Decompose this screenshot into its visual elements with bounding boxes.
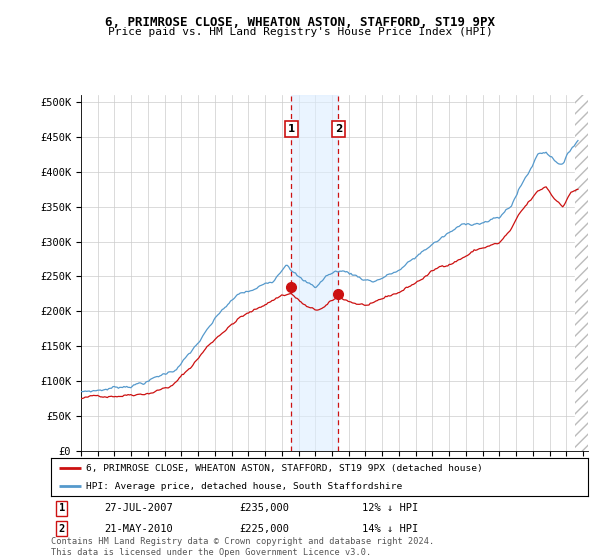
Bar bbox=[575, 95, 588, 451]
Text: 27-JUL-2007: 27-JUL-2007 bbox=[105, 503, 173, 514]
Text: 6, PRIMROSE CLOSE, WHEATON ASTON, STAFFORD, ST19 9PX (detached house): 6, PRIMROSE CLOSE, WHEATON ASTON, STAFFO… bbox=[86, 464, 482, 473]
Text: Contains HM Land Registry data © Crown copyright and database right 2024.
This d: Contains HM Land Registry data © Crown c… bbox=[51, 537, 434, 557]
Text: 12% ↓ HPI: 12% ↓ HPI bbox=[362, 503, 419, 514]
Text: 14% ↓ HPI: 14% ↓ HPI bbox=[362, 524, 419, 534]
Text: £235,000: £235,000 bbox=[239, 503, 289, 514]
Text: £225,000: £225,000 bbox=[239, 524, 289, 534]
Text: 1: 1 bbox=[288, 124, 295, 134]
Text: 2: 2 bbox=[335, 124, 342, 134]
Text: HPI: Average price, detached house, South Staffordshire: HPI: Average price, detached house, Sout… bbox=[86, 482, 402, 491]
Text: 21-MAY-2010: 21-MAY-2010 bbox=[105, 524, 173, 534]
Text: 6, PRIMROSE CLOSE, WHEATON ASTON, STAFFORD, ST19 9PX: 6, PRIMROSE CLOSE, WHEATON ASTON, STAFFO… bbox=[105, 16, 495, 29]
Text: 2: 2 bbox=[59, 524, 65, 534]
Bar bbox=[292, 95, 338, 451]
Bar bbox=[575, 95, 588, 451]
Text: Price paid vs. HM Land Registry's House Price Index (HPI): Price paid vs. HM Land Registry's House … bbox=[107, 27, 493, 37]
Text: 1: 1 bbox=[59, 503, 65, 514]
